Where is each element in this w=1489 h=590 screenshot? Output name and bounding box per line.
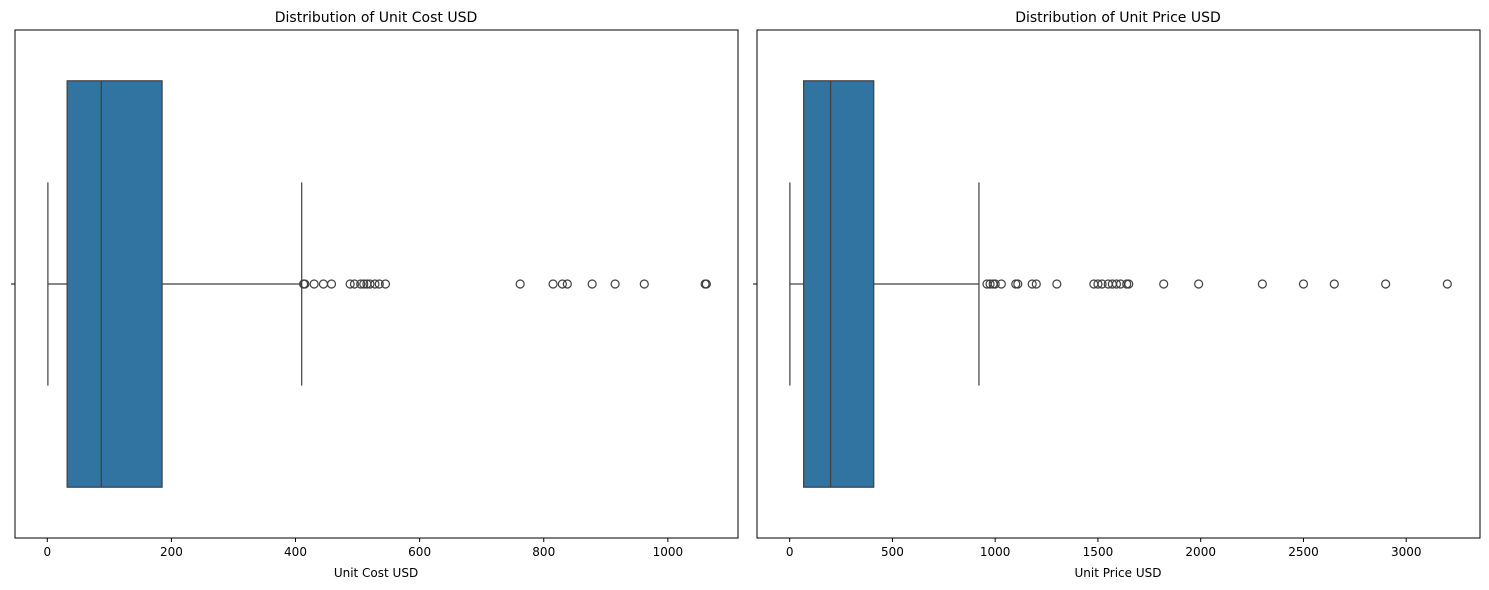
outlier-point (985, 279, 995, 289)
x-tick-label: 3000 (1391, 545, 1422, 559)
outlier-point (1093, 279, 1103, 289)
x-tick-label: 0 (43, 545, 51, 559)
x-tick-label: 2000 (1185, 545, 1216, 559)
outlier-point (365, 279, 375, 289)
x-axis-label: Unit Price USD (1075, 566, 1162, 580)
outlier-point (1442, 279, 1452, 289)
outlier-point (562, 279, 572, 289)
outlier-point (374, 279, 384, 289)
outlier-point (349, 279, 360, 289)
outlier-point (701, 279, 711, 289)
outlier-point (548, 279, 558, 289)
plot-area: 0 200 400 600 800 1000 (11, 29, 739, 559)
x-tick-label: 600 (408, 545, 431, 559)
outlier-point (610, 279, 620, 289)
plot-area: 0 500 1000 1500 2000 2500 3000 (753, 29, 1481, 559)
x-tick-label: 200 (160, 545, 183, 559)
outlier-point (1298, 279, 1309, 289)
chart-title: Distribution of Unit Price USD (1015, 10, 1221, 26)
outlier-point (300, 279, 310, 289)
x-tick-label: 400 (284, 545, 307, 559)
x-tick-label: 800 (532, 545, 555, 559)
outlier-point (587, 279, 597, 289)
outlier-point (990, 279, 1000, 289)
x-tick-label: 2500 (1288, 545, 1319, 559)
x-tick-label: 1000 (653, 545, 684, 559)
outlier-point (557, 279, 567, 289)
outlier-point (1031, 279, 1041, 289)
outlier-point (1124, 279, 1134, 289)
outlier-point (1027, 279, 1037, 289)
outlier-point (345, 279, 355, 289)
outlier-point (1052, 279, 1062, 289)
outlier-point (318, 279, 329, 289)
outlier-point (380, 279, 391, 289)
outlier-point (1329, 279, 1339, 289)
unit-price-boxplot-panel: Distribution of Unit Price USD 0 500 1000 1… (753, 10, 1481, 580)
outlier-point (309, 279, 319, 289)
outlier-point (370, 279, 380, 289)
x-tick-label: 500 (881, 545, 904, 559)
outlier-point (639, 279, 649, 289)
chart-title: Distribution of Unit Cost USD (275, 10, 478, 26)
outlier-point (1111, 279, 1122, 289)
iqr-box (803, 80, 875, 488)
outlier-point (326, 279, 337, 289)
x-tick-label: 1000 (980, 545, 1011, 559)
x-tick-label: 0 (786, 545, 794, 559)
unit-cost-boxplot-panel: Distribution of Unit Cost USD 0 200 400 600… (11, 10, 739, 580)
outlier-point (359, 279, 369, 289)
outlier-point (1257, 279, 1267, 289)
outlier-point (1013, 279, 1023, 289)
outlier-point (1381, 279, 1391, 289)
outlier-point (996, 279, 1006, 289)
x-tick-label: 1500 (1083, 545, 1114, 559)
x-axis-label: Unit Cost USD (334, 566, 418, 580)
iqr-box (66, 80, 163, 488)
outlier-point (1097, 279, 1107, 289)
outlier-point (356, 279, 366, 289)
outlier-point (1159, 279, 1169, 289)
outlier-point (1194, 279, 1204, 289)
outlier-point (515, 279, 525, 289)
